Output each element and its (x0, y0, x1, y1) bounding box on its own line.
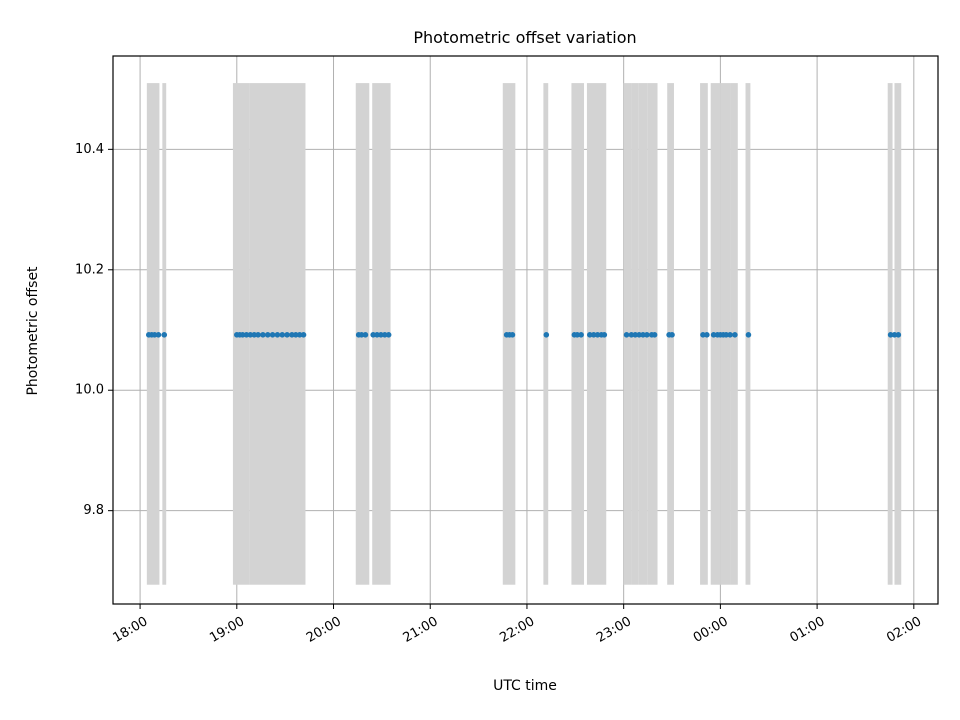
y-axis-label: Photometric offset (25, 266, 41, 396)
x-tick-label: 00:00 (691, 614, 731, 646)
data-point (274, 332, 281, 338)
data-point (601, 332, 608, 338)
data-point (636, 332, 642, 338)
data-point (578, 332, 584, 338)
y-tick-label: 9.8 (83, 503, 104, 518)
data-point (284, 332, 290, 338)
data-point (362, 332, 369, 338)
x-tick-label: 19:00 (207, 614, 247, 646)
x-tick-label: 18:00 (111, 614, 151, 646)
y-tick-label: 10.2 (75, 262, 104, 277)
data-point (251, 332, 258, 338)
data-point (370, 332, 376, 338)
data-point (727, 332, 733, 338)
data-point (669, 332, 675, 338)
data-point (260, 332, 266, 338)
data-point (723, 332, 729, 338)
chart-title: Photometric offset variation (413, 28, 636, 47)
data-point (745, 332, 752, 338)
data-point (587, 332, 593, 338)
x-tick-label: 01:00 (788, 614, 828, 646)
data-point (296, 332, 303, 338)
data-point (292, 332, 299, 338)
data-point (155, 332, 162, 338)
data-point (269, 332, 276, 338)
data-point (358, 332, 365, 338)
data-point (644, 332, 650, 338)
x-tick-label: 23:00 (594, 614, 634, 646)
data-point (710, 332, 717, 338)
data-point (378, 332, 384, 338)
data-point (509, 332, 516, 338)
data-point (300, 332, 307, 338)
data-point (243, 332, 250, 338)
data-point (632, 332, 639, 338)
data-point (247, 332, 254, 338)
plot-frame (112, 55, 939, 605)
data-point (704, 332, 710, 338)
data-point (255, 332, 261, 338)
data-point (381, 332, 388, 338)
x-tick-label: 02:00 (884, 614, 924, 646)
data-point (279, 332, 286, 338)
data-point (628, 332, 635, 338)
data-point (700, 332, 706, 338)
axis-ticks: 18:00 19:00 20:00 21:00 22:00 23:00 00:00 01:00… (75, 142, 924, 646)
data-points (145, 332, 902, 338)
data-point (732, 332, 738, 338)
data-point (264, 332, 271, 338)
x-tick-label: 20:00 (304, 614, 344, 646)
data-point (891, 332, 898, 338)
data-point (895, 332, 902, 338)
data-point (161, 332, 168, 338)
data-point (651, 332, 658, 338)
data-point (543, 332, 550, 338)
data-point (239, 332, 246, 338)
y-tick-label: 10.0 (75, 383, 104, 398)
data-point (374, 332, 380, 338)
data-point (594, 332, 601, 338)
x-tick-label: 21:00 (401, 614, 441, 646)
x-axis-label: UTC time (493, 678, 557, 694)
data-point (385, 332, 392, 338)
data-point (590, 332, 597, 338)
y-tick-label: 10.4 (75, 142, 104, 157)
data-point (151, 332, 158, 338)
data-point (623, 332, 630, 338)
data-point (640, 332, 646, 338)
data-point (574, 332, 581, 338)
x-tick-label: 22:00 (497, 614, 537, 646)
data-point (289, 332, 295, 338)
data-point (887, 332, 894, 338)
